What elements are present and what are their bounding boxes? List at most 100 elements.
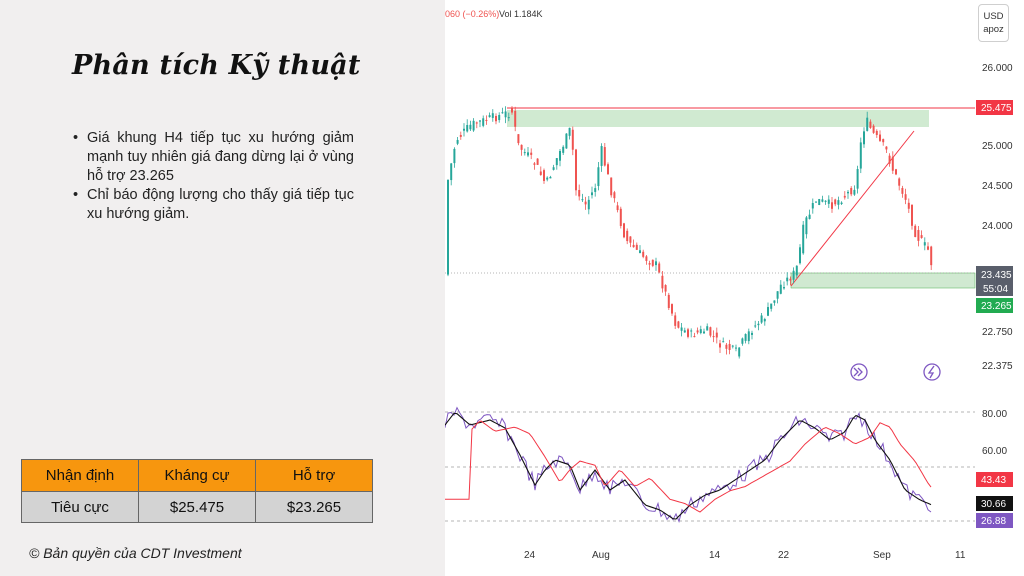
- price-chart[interactable]: 060 (−0.26%) Vol 1.184K 26.000 25.000 24…: [445, 0, 1024, 576]
- osc-fast-tag: [976, 513, 1013, 528]
- candle-body: [658, 263, 661, 273]
- candle-body: [488, 115, 491, 118]
- candle-body: [568, 127, 571, 136]
- candle-body: [757, 323, 760, 326]
- candle-body: [623, 223, 625, 238]
- candle-body: [837, 200, 840, 205]
- candle-body: [901, 188, 904, 194]
- candle-body: [747, 331, 750, 342]
- candle-body: [600, 146, 603, 166]
- candle-body: [523, 152, 526, 154]
- candle-body: [786, 277, 789, 282]
- candle-body: [661, 275, 664, 289]
- support-tag-label: 23.265: [981, 301, 1012, 312]
- candle-body: [565, 133, 568, 149]
- candle-body: [789, 278, 792, 281]
- candle-body: [805, 217, 808, 235]
- candle-body: [677, 321, 680, 328]
- candle-body: [543, 170, 545, 181]
- candle-body: [539, 171, 542, 175]
- candle-body: [808, 214, 811, 219]
- candle-body: [639, 250, 641, 254]
- candle-body: [843, 195, 846, 198]
- candle-body: [504, 111, 507, 118]
- time-tick: 11: [955, 550, 966, 561]
- candle-body: [680, 327, 683, 331]
- candle-body: [767, 307, 769, 316]
- cell-support: $23.265: [255, 491, 373, 523]
- candle-body: [456, 139, 459, 144]
- time-tick: 24: [524, 550, 536, 561]
- candle-body: [731, 345, 734, 347]
- candle-body: [840, 202, 843, 205]
- time-tick: Aug: [592, 550, 610, 561]
- candle-body: [875, 130, 878, 135]
- candle-body: [898, 178, 901, 186]
- price-tick: 22.750: [982, 327, 1013, 338]
- header-resistance: Kháng cự: [138, 459, 256, 492]
- candle-body: [517, 134, 520, 144]
- candle-body: [520, 144, 523, 150]
- osc-signal-tag: [976, 472, 1013, 487]
- candle-body: [575, 149, 577, 191]
- candle-body: [549, 176, 552, 179]
- price-tick: 24.500: [982, 181, 1013, 192]
- chart-canvas[interactable]: 060 (−0.26%) Vol 1.184K 26.000 25.000 24…: [445, 0, 1024, 576]
- candle-body: [645, 256, 648, 261]
- candle-body: [715, 332, 718, 338]
- candle-body: [923, 242, 926, 246]
- candle-body: [792, 270, 795, 280]
- trend-line[interactable]: [790, 130, 915, 287]
- candle-body: [603, 147, 606, 166]
- header-support: Hỗ trợ: [255, 459, 373, 492]
- candle-body: [495, 115, 497, 122]
- header-outlook: Nhận định: [21, 459, 139, 492]
- price-tick: 25.000: [982, 141, 1013, 152]
- candle-body: [479, 120, 481, 122]
- candle-body: [824, 200, 827, 202]
- candle-body: [712, 336, 715, 338]
- candle-body: [709, 327, 712, 336]
- candle-body: [827, 199, 830, 204]
- candle-body: [552, 167, 555, 170]
- candle-body: [930, 246, 933, 266]
- candle-body: [626, 230, 629, 242]
- candle-body: [927, 246, 929, 250]
- candle-body: [536, 158, 539, 165]
- lightning-icon[interactable]: [923, 363, 941, 381]
- volume-label: Vol 1.184K: [499, 9, 543, 19]
- fast-forward-icon[interactable]: [850, 363, 868, 381]
- candle-body: [891, 156, 894, 171]
- candle-body: [655, 261, 657, 266]
- candle-body: [501, 112, 504, 114]
- currency-selector[interactable]: USD apoz: [978, 4, 1009, 42]
- candle-body: [856, 169, 859, 189]
- candle-body: [584, 201, 587, 205]
- candle-body: [491, 113, 494, 118]
- candle-body: [722, 341, 725, 343]
- price-tick: 24.000: [982, 221, 1013, 232]
- candle-body: [651, 259, 654, 266]
- candle-body: [895, 169, 897, 175]
- candle-body: [453, 148, 456, 164]
- osc-signal-tag-label: 43.43: [981, 475, 1006, 486]
- osc-tick: 80.00: [982, 409, 1007, 420]
- candle-body: [821, 199, 824, 202]
- table-row: Tiêu cực $25.475 $23.265: [21, 491, 373, 523]
- candle-body: [594, 188, 597, 192]
- candle-body: [882, 139, 885, 143]
- resistance-tag-label: 25.475: [981, 103, 1012, 114]
- candle-body: [466, 125, 469, 132]
- candle-body: [632, 244, 635, 248]
- osc-fast-line: [445, 406, 932, 524]
- candle-body: [616, 205, 619, 211]
- candle-body: [728, 343, 731, 350]
- osc-slow-line: [445, 412, 932, 520]
- candle-body: [469, 124, 472, 130]
- candle-body: [920, 235, 923, 238]
- osc-fast-tag-label: 26.88: [981, 516, 1006, 527]
- candle-body: [744, 334, 747, 341]
- candle-body: [917, 229, 920, 241]
- candle-body: [687, 329, 689, 337]
- summary-table: Nhận định Kháng cự Hỗ trợ Tiêu cực $25.4…: [21, 459, 373, 523]
